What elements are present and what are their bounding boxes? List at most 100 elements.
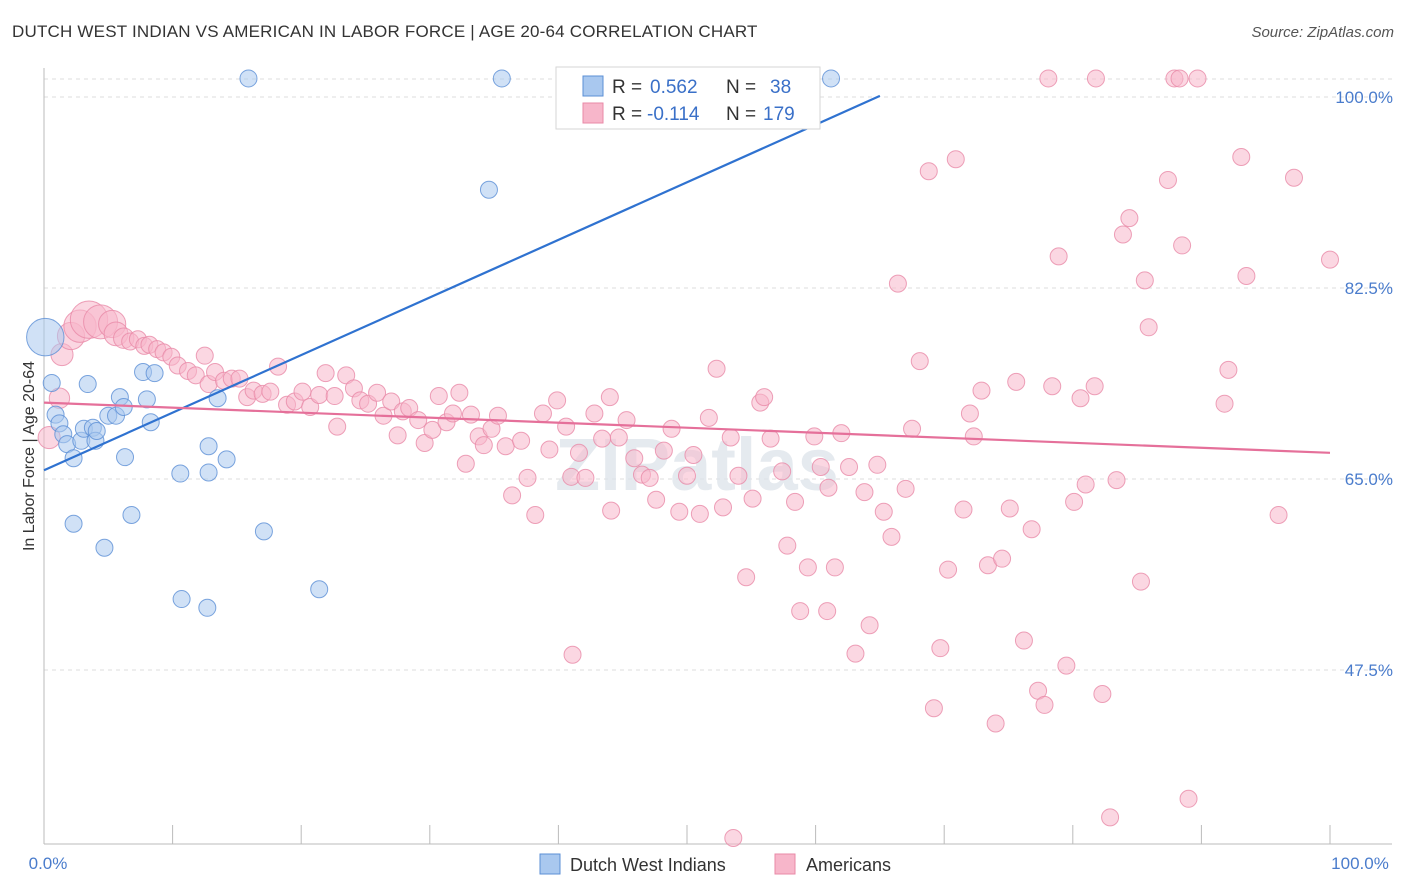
- point-american: [714, 498, 733, 517]
- point-dutch-west-indian: [137, 390, 156, 409]
- point-american: [1135, 271, 1154, 290]
- point-dutch-west-indian: [95, 538, 114, 557]
- point-american: [939, 560, 958, 579]
- point-american: [729, 466, 748, 485]
- trend-lines: [43, 94, 1331, 472]
- point-american: [874, 502, 893, 521]
- point-american: [1000, 499, 1019, 518]
- legend-r-label-1: R =: [612, 77, 642, 98]
- bottom-legend: Dutch West Indians Americans: [539, 853, 891, 875]
- point-american: [548, 391, 567, 410]
- point-american: [972, 381, 991, 400]
- point-american: [593, 429, 612, 448]
- point-american: [986, 714, 1005, 733]
- point-american: [1049, 247, 1068, 266]
- legend-r-value-1: 0.562: [650, 77, 698, 98]
- point-american: [1014, 631, 1033, 650]
- trend-line-americans: [43, 401, 1331, 454]
- point-american: [1065, 492, 1084, 511]
- point-dutch-west-indian: [122, 506, 141, 525]
- point-american: [602, 501, 621, 520]
- point-american: [1179, 789, 1198, 808]
- point-american: [855, 483, 874, 502]
- point-american: [954, 500, 973, 519]
- point-american: [518, 468, 537, 487]
- point-american: [964, 427, 983, 446]
- point-dutch-west-indian: [64, 514, 83, 533]
- point-dutch-west-indian: [479, 180, 498, 199]
- point-dutch-west-indian: [172, 590, 191, 609]
- point-dutch-west-indian: [217, 450, 236, 469]
- point-american: [707, 359, 726, 378]
- point-dutch-west-indian: [199, 437, 218, 456]
- axes: [43, 68, 1392, 845]
- point-american: [429, 387, 448, 406]
- point-american: [1232, 148, 1251, 167]
- point-american: [819, 478, 838, 497]
- point-american: [316, 364, 335, 383]
- point-american: [533, 404, 552, 423]
- point-american: [609, 428, 628, 447]
- point-american: [1057, 656, 1076, 675]
- point-american: [896, 479, 915, 498]
- point-american: [563, 645, 582, 664]
- x-tick-label-max: 100.0%: [1331, 854, 1389, 873]
- chart-title: DUTCH WEST INDIAN VS AMERICAN IN LABOR F…: [12, 22, 758, 41]
- series-americans: [37, 69, 1339, 847]
- point-american: [195, 346, 214, 365]
- point-american: [798, 558, 817, 577]
- point-american: [993, 549, 1012, 568]
- point-american: [1170, 69, 1189, 88]
- point-dutch-west-indian: [171, 464, 190, 483]
- point-dutch-west-indian: [145, 364, 164, 383]
- legend-box: R = 0.562 N = 38 R = -0.114 N = 179: [555, 66, 821, 130]
- point-american: [310, 385, 329, 404]
- point-american: [1043, 377, 1062, 396]
- point-american: [293, 382, 312, 401]
- legend-n-label-2: N =: [726, 104, 756, 125]
- y-tick-label: 47.5%: [1345, 661, 1393, 680]
- point-american: [1113, 225, 1132, 244]
- point-american: [882, 527, 901, 546]
- bottom-legend-label-americans: Americans: [806, 855, 891, 875]
- legend-r-label-2: R =: [612, 104, 642, 125]
- point-american: [1158, 170, 1177, 189]
- point-american: [1035, 695, 1054, 714]
- point-american: [1173, 236, 1192, 255]
- point-american: [585, 404, 604, 423]
- point-american: [512, 431, 531, 450]
- point-american: [1085, 377, 1104, 396]
- point-american: [1321, 250, 1339, 269]
- point-american: [368, 383, 387, 402]
- point-american: [540, 440, 559, 459]
- point-dutch-west-indian: [199, 463, 218, 482]
- point-american: [791, 602, 810, 621]
- point-american: [670, 502, 689, 521]
- point-american: [569, 443, 588, 462]
- point-american: [761, 429, 780, 448]
- legend-n-value-2: 179: [763, 104, 795, 125]
- point-american: [382, 392, 401, 411]
- point-american: [600, 388, 619, 407]
- point-american: [409, 411, 428, 430]
- point-dutch-west-indian: [64, 449, 83, 468]
- point-american: [860, 616, 879, 635]
- point-american: [301, 397, 320, 416]
- point-american: [931, 639, 950, 658]
- point-american: [1101, 808, 1120, 827]
- point-american: [840, 457, 859, 476]
- point-american: [1215, 394, 1234, 413]
- point-american: [474, 436, 493, 455]
- point-american: [625, 449, 644, 468]
- point-american: [743, 489, 762, 508]
- point-dutch-west-indian: [254, 522, 273, 541]
- x-axis-ticks: [43, 825, 1331, 844]
- point-american: [825, 558, 844, 577]
- point-dutch-west-indian: [198, 598, 217, 617]
- point-american: [1071, 389, 1090, 408]
- point-american: [1120, 209, 1139, 228]
- legend-n-label-1: N =: [726, 77, 756, 98]
- source-label: Source: ZipAtlas.com: [1251, 24, 1394, 41]
- point-american: [647, 490, 666, 509]
- point-american: [1007, 372, 1026, 391]
